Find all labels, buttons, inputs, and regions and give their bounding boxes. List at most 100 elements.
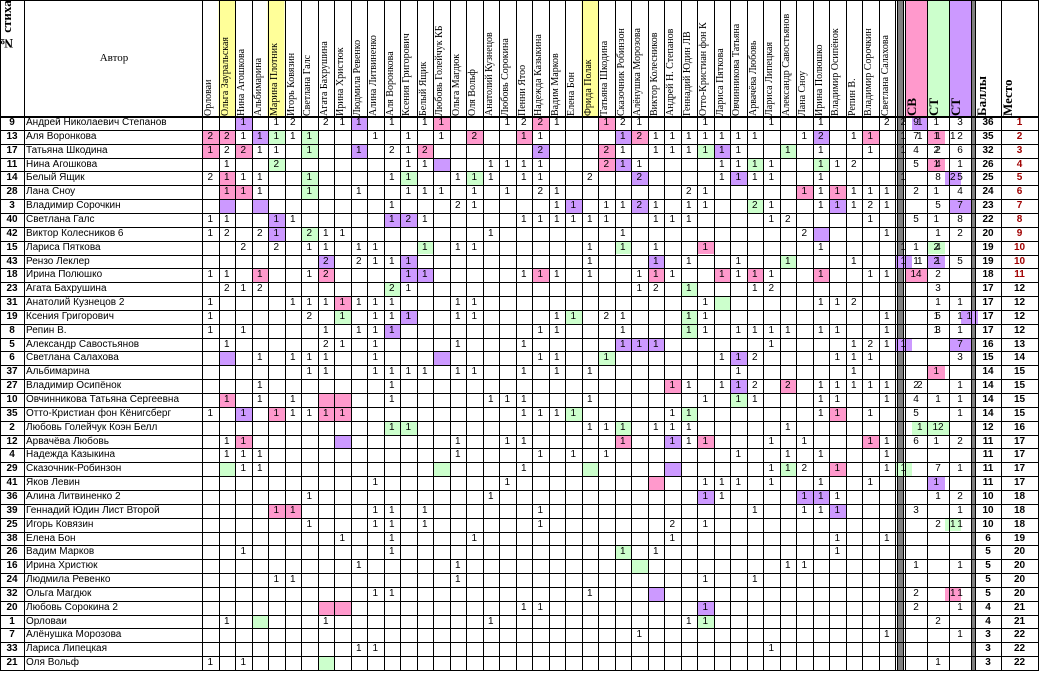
vote-cell: 2 [400, 212, 417, 227]
vote-cell: 1 [817, 172, 824, 184]
vote-cell: 1 [768, 172, 775, 184]
grid-line [905, 0, 906, 670]
vote-cell: 1 [454, 435, 461, 447]
vote-cell: 1 [235, 406, 252, 421]
vote-cell: 1 [829, 503, 846, 518]
row-sv [905, 656, 927, 670]
vote-cell: 1 [718, 477, 725, 489]
row-st: 1 [935, 394, 941, 405]
vote-cell: 2 [454, 200, 461, 212]
vote-cell: 1 [322, 297, 329, 309]
vote-cell: 1 [339, 338, 346, 350]
vote-cell: 1 [603, 421, 610, 433]
header-voter: Арвачёва Любовь [747, 40, 759, 116]
grid-line [0, 545, 1039, 546]
vote-cell: 1 [207, 227, 214, 239]
row-score: 26 [982, 158, 994, 170]
vote-cell: 1 [355, 324, 362, 336]
row-st2: 2 [957, 227, 963, 239]
vote-cell: 1 [685, 213, 692, 225]
grid-line [268, 0, 269, 670]
header-num: № стиха [0, 0, 14, 51]
vote-cell: 1 [735, 158, 742, 170]
vote-cell: 1 [680, 406, 697, 421]
vote-cell: 1 [817, 241, 824, 253]
vote-cell: 1 [834, 532, 841, 544]
row-st [927, 185, 949, 199]
grid-line [202, 0, 203, 670]
vote-cell: 1 [388, 587, 395, 599]
vote-cell: 1 [306, 352, 313, 364]
grid-line [0, 504, 1039, 505]
vote-cell: 1 [520, 172, 527, 184]
vote-cell: 1 [702, 310, 709, 322]
row-author: Светлана Салахова [26, 352, 119, 364]
vote-cell: 1 [322, 615, 329, 627]
header-voter: Ксения Григорович [401, 33, 412, 116]
vote-cell: 2 [916, 380, 923, 392]
vote-cell: 1 [537, 324, 544, 336]
vote-cell: 1 [466, 171, 483, 186]
vote-cell: 1 [207, 324, 214, 336]
vote-cell: 1 [614, 434, 631, 449]
vote-cell: 1 [619, 200, 626, 212]
row-place: 2 [1016, 130, 1023, 142]
vote-cell: 1 [603, 200, 610, 212]
row-st [927, 559, 949, 573]
vote-cell [334, 434, 351, 449]
separator-bar [971, 0, 975, 670]
vote-cell: 1 [388, 255, 395, 267]
vote-cell: 1 [829, 199, 846, 213]
grid-line [697, 0, 698, 670]
vote-cell: 1 [768, 324, 775, 336]
vote-cell: 1 [520, 338, 527, 350]
vote-cell: 1 [812, 489, 829, 504]
vote-cell: 1 [652, 241, 659, 253]
vote-cell: 1 [614, 157, 631, 172]
vote-cell: 1 [834, 380, 841, 392]
row-num: 27 [6, 380, 18, 392]
vote-cell: 2 [322, 338, 329, 350]
vote-cell: 1 [537, 601, 544, 613]
row-author: Виктор Колесников 6 [26, 227, 124, 239]
row-sv: 2 [913, 380, 919, 392]
row-score: 17 [982, 324, 994, 336]
row-num: 37 [6, 366, 18, 378]
grid-line [285, 0, 286, 670]
grid-line [681, 0, 682, 670]
row-author: Владимир Сорочкин [26, 200, 121, 212]
vote-cell: 1 [718, 490, 725, 502]
grid-line [0, 379, 1039, 380]
vote-cell: 1 [586, 241, 593, 253]
row-score: 19 [982, 241, 994, 253]
vote-cell: 1 [372, 324, 379, 336]
grid-line [499, 0, 500, 670]
row-score: 18 [982, 269, 994, 281]
row-num: 16 [6, 560, 18, 572]
row-place: 22 [1013, 657, 1026, 669]
row-st: 1 [935, 227, 941, 239]
row-num: 33 [6, 643, 18, 655]
vote-cell: 1 [883, 394, 890, 405]
vote-cell: 1 [256, 144, 263, 156]
header-voter: Игорь Ковязин [285, 52, 297, 116]
vote-cell: 1 [268, 503, 285, 518]
vote-cell: 1 [273, 117, 280, 128]
vote-cell: 2 [240, 241, 247, 253]
row-author: Алина Литвиненко 2 [26, 490, 121, 502]
vote-cell: 1 [702, 574, 709, 586]
grid-line [846, 0, 847, 670]
vote-cell: 2 [746, 199, 763, 213]
row-author: Нина Агошкова [26, 158, 98, 170]
vote-cell: 1 [636, 629, 643, 641]
vote-cell: 1 [784, 560, 791, 572]
row-place: 20 [1013, 587, 1026, 599]
vote-cell: 1 [301, 185, 318, 200]
vote-cell: 1 [520, 213, 527, 225]
vote-cell: 1 [586, 269, 593, 281]
row-sv: 6 [913, 435, 919, 447]
vote-cell: 2 [207, 172, 214, 184]
vote-cell: 1 [801, 130, 808, 142]
row-place: 12 [1013, 310, 1026, 322]
grid-line [582, 0, 583, 670]
